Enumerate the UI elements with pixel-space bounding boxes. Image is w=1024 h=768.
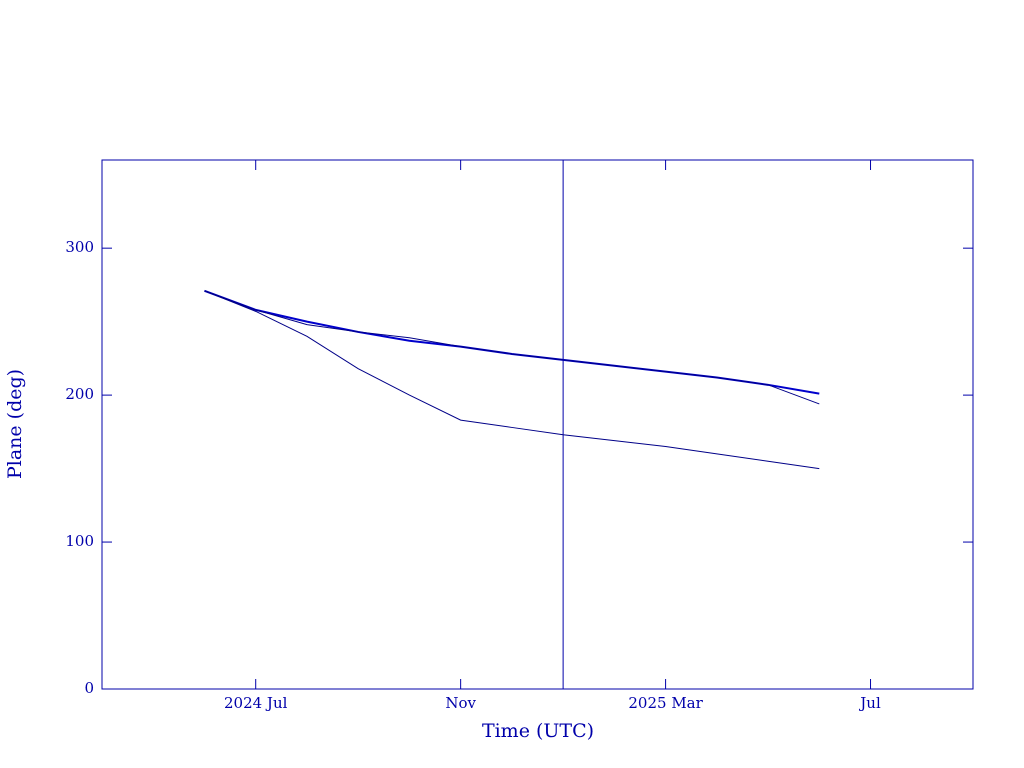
x-tick-label: Jul	[858, 694, 881, 712]
y-tick-label: 100	[65, 532, 94, 550]
x-tick-label: 2024 Jul	[224, 694, 288, 712]
data-line	[204, 289, 820, 395]
x-tick-label: 2025 Mar	[628, 694, 703, 712]
x-tick-label: Nov	[445, 694, 476, 712]
plot-frame	[101, 159, 974, 690]
data-line	[204, 290, 820, 405]
y-tick-label: 0	[84, 679, 94, 697]
y-tick-label: 200	[65, 385, 94, 403]
y-tick-label: 300	[65, 238, 94, 256]
x-axis-title: Time (UTC)	[482, 720, 594, 742]
y-axis-title: Plane (deg)	[4, 369, 26, 479]
data-line	[204, 290, 820, 470]
